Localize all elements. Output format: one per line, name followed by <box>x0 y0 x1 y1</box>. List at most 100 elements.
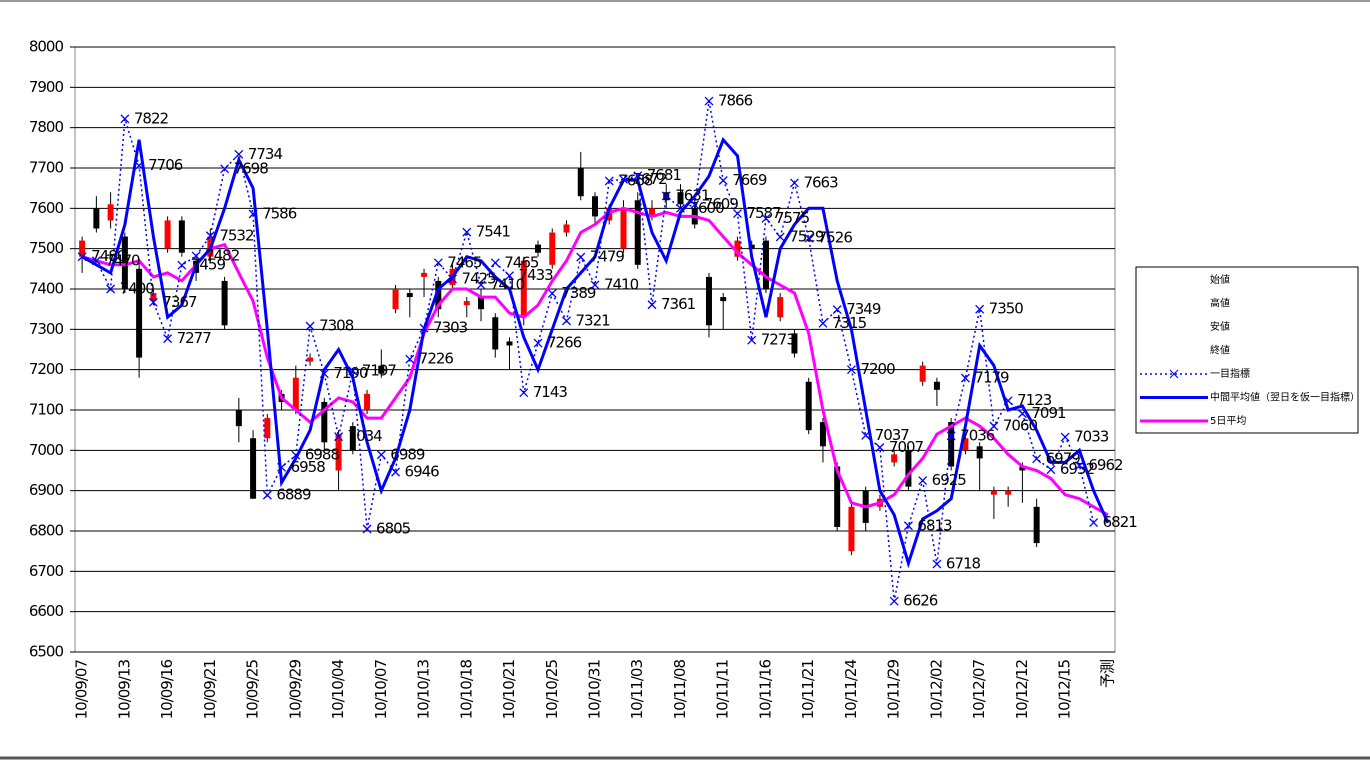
x-marker <box>448 274 457 284</box>
x-tick-label: 10/12/12 <box>1013 660 1031 720</box>
x-marker <box>305 321 315 331</box>
x-tick-label: 10/11/24 <box>842 660 860 720</box>
x-marker <box>832 305 842 315</box>
data-label: 7143 <box>533 383 568 401</box>
candle-body <box>79 240 86 257</box>
x-tick-label: 10/11/11 <box>714 660 732 720</box>
data-label: 7037 <box>875 426 910 444</box>
candle-body <box>435 280 442 310</box>
x-tick-label: 10/10/21 <box>500 660 518 720</box>
candle-body <box>819 422 826 447</box>
x-marker <box>277 462 287 472</box>
y-tick-label: 7600 <box>29 199 64 217</box>
x-tick-label: 10/12/15 <box>1056 660 1074 720</box>
legend-label: 終値 <box>1210 344 1230 357</box>
y-tick-label: 7900 <box>29 78 64 96</box>
x-marker <box>562 316 571 326</box>
x-marker <box>1060 432 1070 442</box>
x-tick-label: 10/09/25 <box>244 660 262 720</box>
x-tick-label: 予測 <box>1098 660 1116 688</box>
candle-body <box>905 450 912 487</box>
candle-body <box>492 317 499 350</box>
x-marker <box>163 334 173 344</box>
data-label: 7197 <box>362 361 397 379</box>
candle-body <box>948 422 955 467</box>
candle-body <box>762 240 769 289</box>
x-marker <box>547 288 557 298</box>
data-label: 7007 <box>889 438 924 456</box>
x-marker <box>989 421 999 431</box>
data-label: 7470 <box>105 251 140 269</box>
y-tick-label: 7300 <box>29 320 64 338</box>
data-label: 6626 <box>903 592 938 610</box>
candle-body <box>378 365 385 374</box>
x-marker <box>975 304 985 314</box>
data-label: 7480 <box>91 247 126 265</box>
x-marker <box>1074 461 1084 471</box>
x-tick-label: 10/09/13 <box>115 660 133 720</box>
x-marker <box>348 366 358 376</box>
candle-body <box>848 506 855 552</box>
x-marker <box>462 227 472 237</box>
candle-body <box>121 236 128 289</box>
x-marker <box>120 114 130 124</box>
data-label: 7465 <box>447 253 482 271</box>
y-tick-label: 6600 <box>29 602 64 620</box>
x-marker <box>476 280 486 290</box>
x-tick-label: 10/11/16 <box>756 660 774 720</box>
data-label: 7586 <box>262 204 297 222</box>
series-line <box>81 206 1109 517</box>
x-marker <box>519 388 529 398</box>
data-label: 7609 <box>704 195 739 213</box>
data-label: 7226 <box>419 350 454 368</box>
candle-body <box>834 466 841 527</box>
x-marker <box>77 252 87 262</box>
data-label: 7273 <box>761 331 796 349</box>
x-marker <box>633 171 643 181</box>
x-tick-label: 10/11/08 <box>671 660 689 720</box>
x-tick-label: 10/10/07 <box>372 660 390 720</box>
x-marker <box>718 176 728 185</box>
y-tick-label: 8000 <box>29 38 64 56</box>
x-marker <box>619 174 628 184</box>
legend-label: 高値 <box>1210 297 1230 310</box>
x-marker <box>861 430 871 440</box>
data-label: 7672 <box>632 170 667 188</box>
x-marker <box>775 232 785 242</box>
candle-body <box>520 260 527 318</box>
x-marker <box>932 559 942 569</box>
candle-body <box>634 200 641 265</box>
data-label: 6805 <box>376 519 411 537</box>
data-label: 7482 <box>205 246 240 264</box>
candle-body <box>1019 466 1026 471</box>
x-marker <box>205 231 215 241</box>
data-label: 7091 <box>1031 404 1066 422</box>
x-marker <box>960 373 970 383</box>
y-tick-label: 7700 <box>29 159 64 177</box>
data-label: 7425 <box>462 269 497 287</box>
data-label: 7179 <box>974 369 1009 387</box>
data-label: 7410 <box>490 275 525 293</box>
y-tick-label: 6500 <box>29 643 64 661</box>
candle-body <box>478 297 485 310</box>
data-label: 7631 <box>675 186 710 204</box>
x-tick-label: 10/10/18 <box>457 660 475 720</box>
legend-label: 中間平均値（翌日を仮一目指標） <box>1210 391 1360 404</box>
candle-body <box>677 192 684 205</box>
x-marker <box>291 450 301 460</box>
x-marker <box>391 467 401 477</box>
data-label: 6988 <box>305 446 340 464</box>
y-tick-label: 7200 <box>29 360 64 378</box>
candle-body <box>178 220 185 253</box>
data-label: 6813 <box>917 516 952 534</box>
candle-body <box>592 196 598 217</box>
data-label: 6958 <box>291 458 326 476</box>
x-marker <box>362 524 372 534</box>
legend-label: 始値 <box>1210 273 1230 286</box>
x-marker <box>704 96 714 106</box>
data-label: 7866 <box>718 92 753 110</box>
candle-body <box>506 341 513 346</box>
x-marker <box>761 213 771 223</box>
x-tick-label: 10/11/29 <box>885 660 903 720</box>
candle-body <box>250 438 257 499</box>
